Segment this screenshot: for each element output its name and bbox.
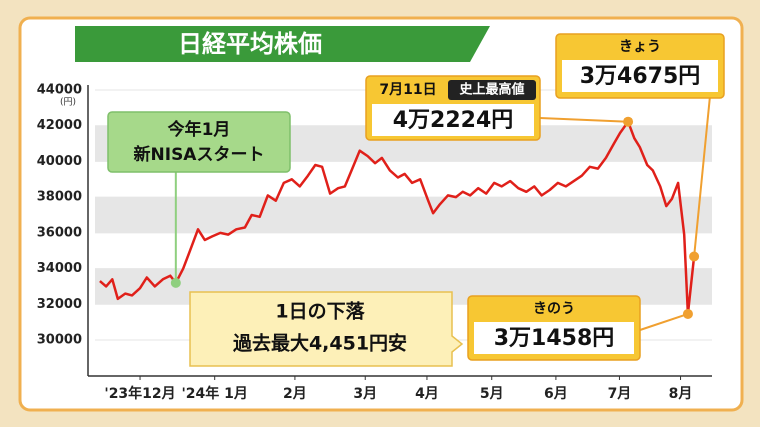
x-tick-label: 5月 [480,386,504,402]
callout-text: 3万4675円 [580,64,701,89]
leader-line [539,117,629,123]
y-tick-label: 32000 [37,297,82,312]
x-tick-label: 6月 [544,386,568,402]
x-tick-label: '24年 1月 [182,385,248,402]
x-tick-label: 4月 [415,386,439,402]
callout-text: きのう [533,301,575,317]
data-line [99,120,696,316]
callout-text: 史上最高値 [459,82,524,98]
tag-bg [448,80,536,100]
y-tick-label: 38000 [37,190,82,205]
point-marker [689,251,700,262]
y-tick-label: 42000 [37,118,82,133]
y-unit: (円) [60,97,76,108]
y-tick-label: 40000 [37,154,82,169]
grid-band [95,197,712,233]
x-tick-label: 2月 [283,386,307,402]
callout-text: 新NISAスタート [134,144,265,165]
point-marker [170,277,181,288]
callout-text: 1日の下落 [275,300,365,323]
x-tick-label: 3月 [353,386,377,402]
chart-title: 日経平均株価 [178,30,322,58]
point-marker [623,116,634,127]
yesterday-value-bg [474,322,634,354]
callout-text: 今年1月 [168,119,231,140]
nisa-callout [107,111,291,173]
x-tick-label: 8月 [669,386,693,402]
title-banner [75,26,490,62]
callout-text: 4万2224円 [393,108,514,133]
drop-callout [189,291,464,367]
y-tick-label: 34000 [37,261,82,276]
x-tick-label: 7月 [608,386,632,402]
y-tick-label: 30000 [37,333,82,348]
callout-text: きょう [619,39,661,55]
callout-text: 過去最大4,451円安 [233,332,407,355]
point-marker [682,308,693,319]
peak-value-bg [372,104,534,136]
y-tick-label: 44000 [37,83,82,98]
y-tick-label: 36000 [37,225,82,240]
x-tick-label: '23年12月 [104,385,175,402]
today-value-bg [562,60,718,92]
callout-text: 7月11日 [379,82,436,98]
leader-line [693,95,711,257]
leader-line [639,313,689,331]
callout-text: 3万1458円 [494,326,615,351]
